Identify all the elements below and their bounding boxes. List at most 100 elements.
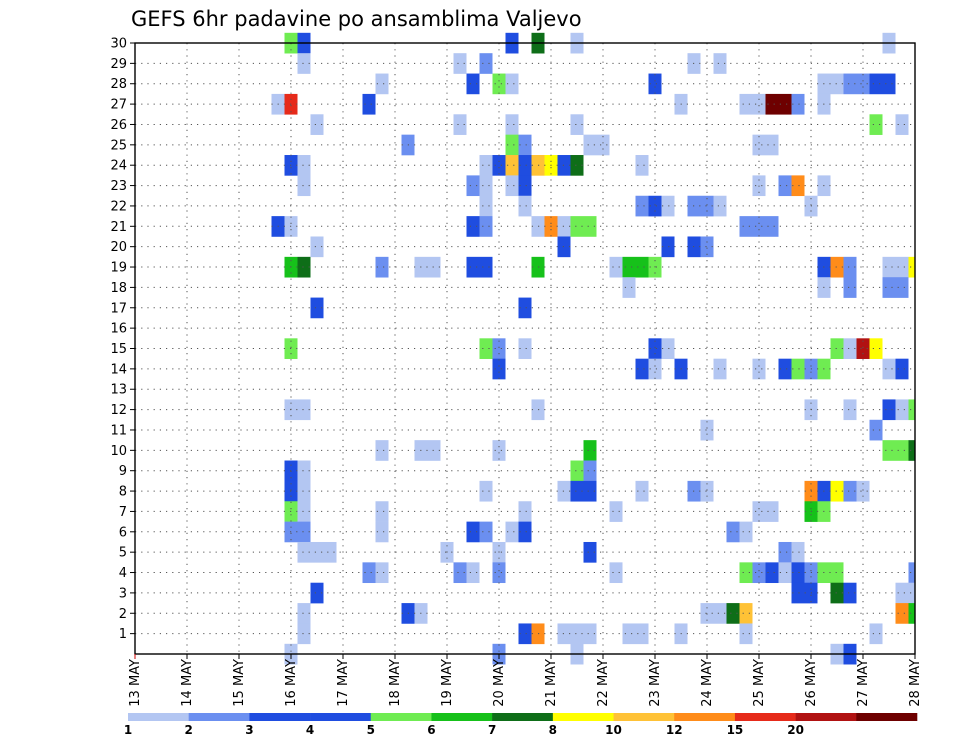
colorbar-swatch bbox=[734, 713, 796, 721]
heatmap-cell bbox=[895, 399, 909, 421]
x-tick-label: 21 MAY bbox=[544, 659, 559, 707]
heatmap-cell bbox=[908, 440, 915, 461]
heatmap-cell bbox=[505, 134, 519, 156]
heatmap-cell bbox=[661, 195, 675, 217]
heatmap-cell bbox=[466, 216, 480, 237]
heatmap-cell bbox=[713, 53, 727, 74]
y-tick-label: 21 bbox=[110, 220, 127, 235]
heatmap-cell bbox=[882, 277, 896, 298]
heatmap-cell bbox=[505, 155, 519, 176]
heatmap-cell bbox=[310, 297, 324, 319]
heatmap-cell bbox=[622, 256, 636, 278]
heatmap-cell bbox=[908, 562, 915, 584]
heatmap-cell bbox=[778, 541, 792, 563]
y-tick-label: 6 bbox=[119, 525, 127, 540]
heatmap-cell bbox=[700, 195, 714, 217]
heatmap-cell bbox=[648, 338, 662, 359]
colorbar-swatch bbox=[492, 713, 554, 721]
x-tick-label: 16 MAY bbox=[284, 659, 299, 707]
heatmap-cell bbox=[661, 338, 675, 359]
heatmap-cell bbox=[739, 603, 753, 624]
colorbar-legend: 1 2 3 4 5 6 7 8 10 12 15 20 bbox=[124, 713, 918, 737]
heatmap-cell bbox=[895, 277, 909, 298]
heatmap-cell bbox=[791, 358, 805, 380]
heatmap-cell bbox=[765, 501, 779, 522]
heatmap-cell bbox=[609, 501, 623, 522]
heatmap-cell bbox=[882, 73, 896, 95]
y-tick-label: 2 bbox=[119, 607, 127, 622]
heatmap-cells bbox=[271, 32, 915, 665]
colorbar-swatch bbox=[188, 713, 250, 721]
heatmap-cell bbox=[479, 216, 493, 237]
heatmap-cell bbox=[466, 175, 480, 197]
heatmap-cell bbox=[297, 623, 311, 645]
colorbar-swatch bbox=[613, 713, 675, 721]
x-tick-label: 17 MAY bbox=[336, 659, 351, 707]
heatmap-cell bbox=[466, 521, 480, 543]
heatmap-cell bbox=[869, 623, 883, 645]
heatmap-cell bbox=[375, 73, 389, 95]
y-tick-label: 16 bbox=[110, 322, 127, 337]
heatmap-cell bbox=[375, 501, 389, 522]
heatmap-cell bbox=[479, 480, 493, 502]
heatmap-cell bbox=[765, 134, 779, 156]
y-tick-label: 22 bbox=[110, 199, 127, 214]
heatmap-cell bbox=[843, 399, 857, 421]
heatmap-cell bbox=[622, 277, 636, 298]
heatmap-cell bbox=[375, 440, 389, 461]
x-tick-label: 20 MAY bbox=[492, 659, 507, 707]
y-tick-label: 3 bbox=[119, 586, 127, 601]
heatmap-cell bbox=[856, 480, 870, 502]
x-tick-label: 19 MAY bbox=[440, 659, 455, 707]
heatmap-cell bbox=[297, 155, 311, 176]
heatmap-cell bbox=[752, 501, 766, 522]
heatmap-cell bbox=[596, 134, 610, 156]
heatmap-cell bbox=[765, 93, 779, 115]
heatmap-cell bbox=[518, 521, 532, 543]
heatmap-cell bbox=[869, 73, 883, 95]
heatmap-cell bbox=[583, 440, 597, 461]
heatmap-cell bbox=[882, 256, 896, 278]
y-tick-label: 15 bbox=[110, 342, 127, 357]
heatmap-cell bbox=[739, 216, 753, 237]
colorbar-label: 3 bbox=[245, 723, 253, 737]
heatmap-cell bbox=[700, 480, 714, 502]
y-tick-label: 18 bbox=[110, 281, 127, 296]
y-tick-label: 9 bbox=[119, 464, 127, 479]
heatmap-cell bbox=[830, 338, 844, 359]
heatmap-cell bbox=[726, 603, 740, 624]
heatmap-cell bbox=[570, 114, 584, 135]
x-tick-label: 28 MAY bbox=[908, 659, 923, 707]
heatmap-cell bbox=[297, 501, 311, 522]
x-tick-label: 26 MAY bbox=[804, 659, 819, 707]
heatmap-cell bbox=[635, 480, 649, 502]
chart-title: GEFS 6hr padavine po ansamblima Valjevo bbox=[131, 7, 582, 31]
heatmap-cell bbox=[791, 93, 805, 115]
heatmap-cell bbox=[362, 93, 376, 115]
y-tick-label: 10 bbox=[110, 444, 127, 459]
x-tick-label: 22 MAY bbox=[596, 659, 611, 707]
heatmap-cell bbox=[830, 562, 844, 584]
heatmap-cell bbox=[427, 256, 441, 278]
heatmap-cell bbox=[583, 460, 597, 482]
y-tick-label: 27 bbox=[110, 98, 127, 113]
heatmap-cell bbox=[609, 256, 623, 278]
heatmap-cell bbox=[518, 134, 532, 156]
x-tick-label: 24 MAY bbox=[700, 659, 715, 707]
heatmap-cell bbox=[297, 399, 311, 421]
heatmap-cell bbox=[895, 582, 909, 604]
heatmap-cell bbox=[466, 73, 480, 95]
heatmap-cell bbox=[518, 297, 532, 319]
heatmap-cell bbox=[791, 562, 805, 584]
heatmap-cell bbox=[518, 501, 532, 522]
heatmap-cell bbox=[635, 358, 649, 380]
y-tick-label: 7 bbox=[119, 505, 127, 520]
heatmap-cell bbox=[310, 582, 324, 604]
x-tick-label: 15 MAY bbox=[232, 659, 247, 707]
heatmap-cell bbox=[635, 623, 649, 645]
heatmap-cell bbox=[570, 460, 584, 482]
heatmap-cell bbox=[505, 114, 519, 135]
heatmap-cell bbox=[869, 114, 883, 135]
heatmap-cell bbox=[310, 114, 324, 135]
